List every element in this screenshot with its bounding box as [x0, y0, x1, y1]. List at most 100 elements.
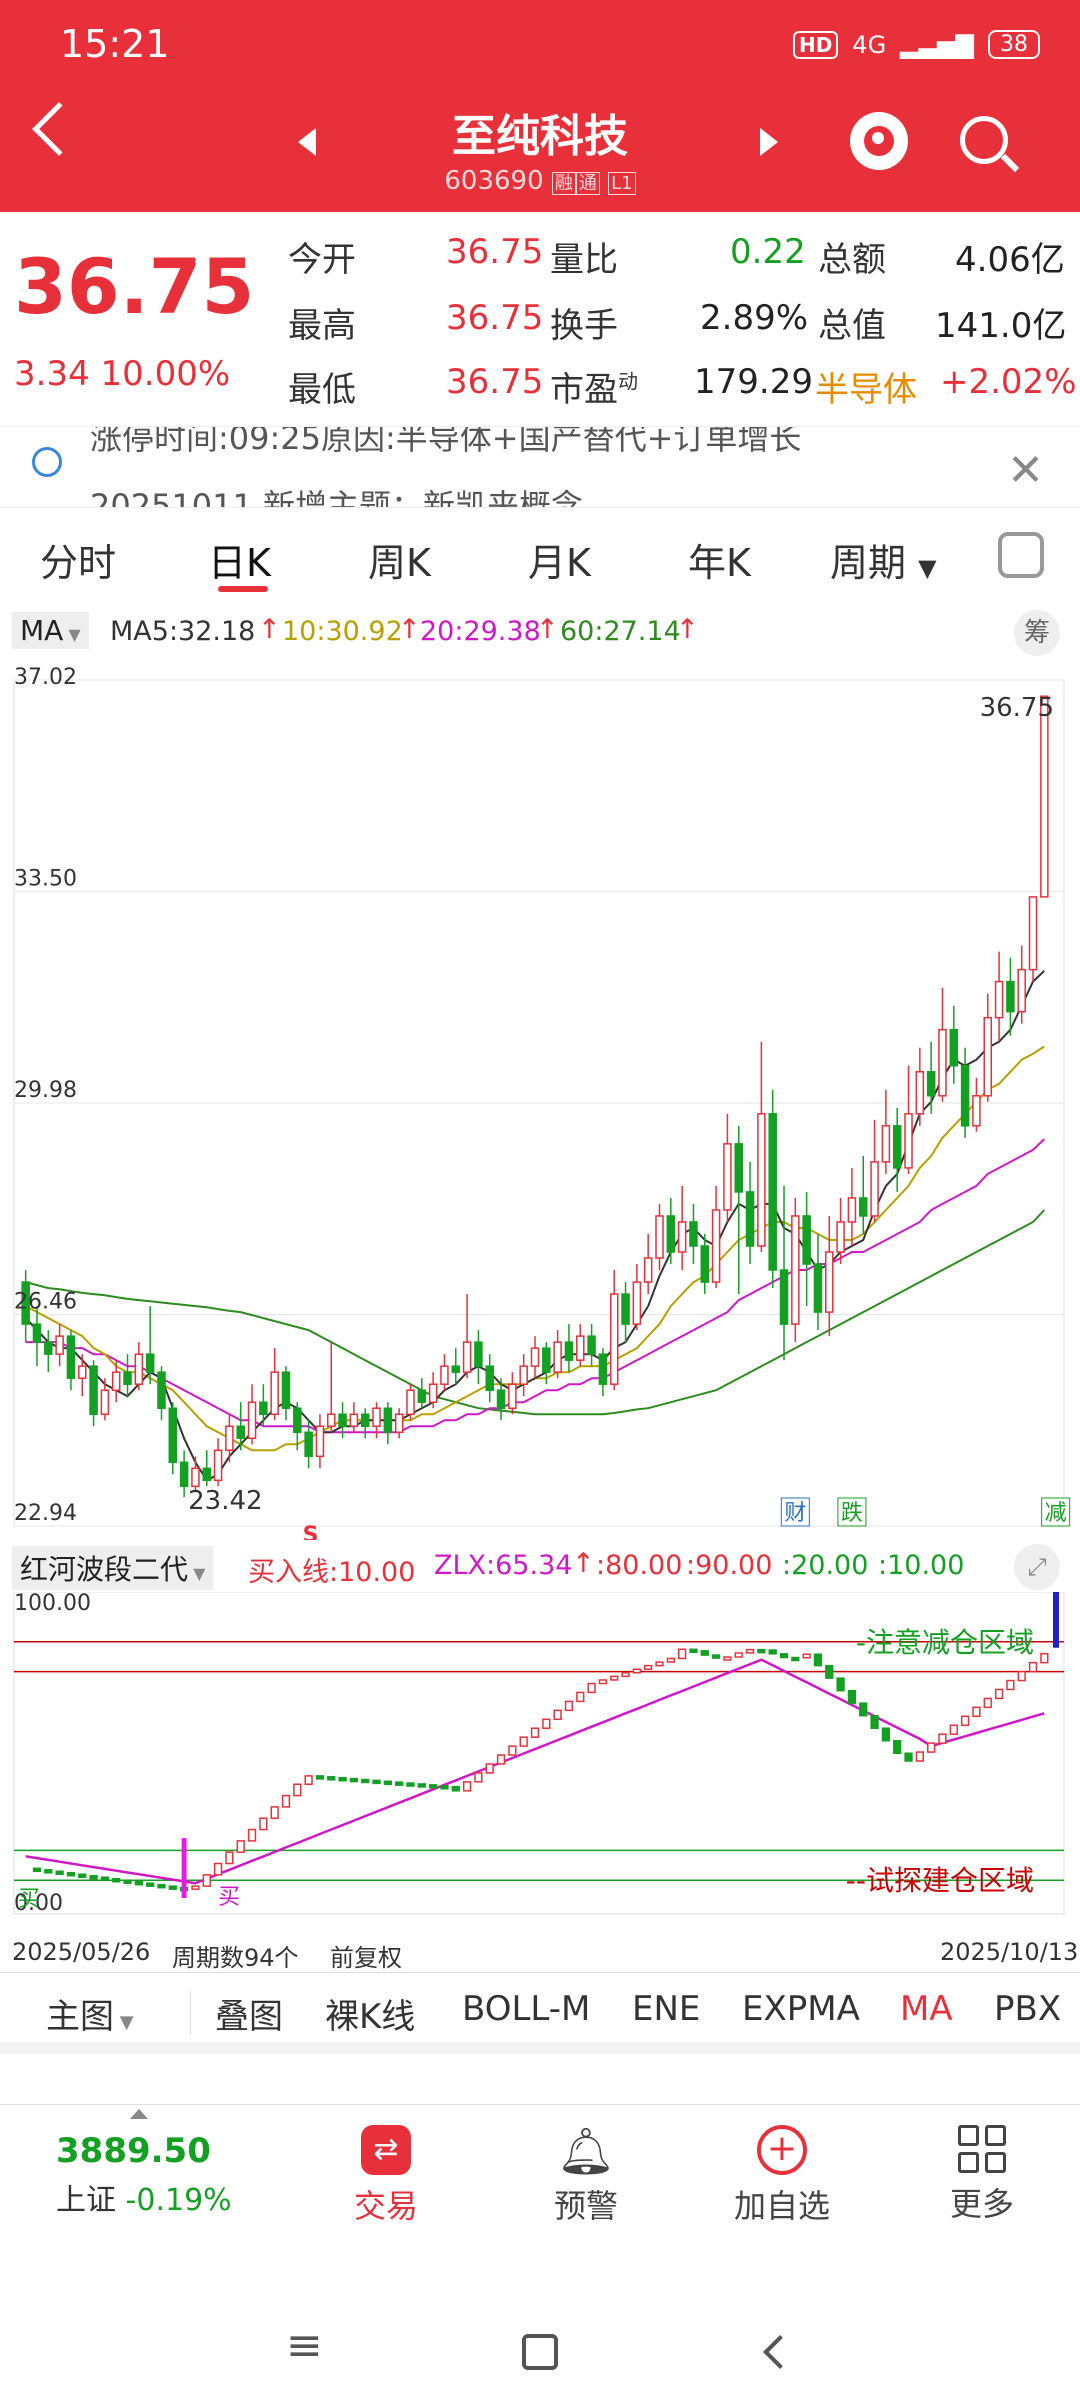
candle-body: [259, 1401, 268, 1415]
reduce-zone-label: -注意减仓区域: [856, 1626, 1034, 1659]
zlx-value: ZLX:65.34: [434, 1550, 573, 1581]
tab-ma[interactable]: MA: [900, 1989, 953, 2029]
tab-main-chart[interactable]: 主图 ▼: [46, 1997, 134, 2037]
tab-daily-k[interactable]: 日K: [208, 541, 271, 585]
candle-body: [44, 1341, 53, 1355]
candle-body: [960, 1064, 970, 1127]
candle-body: [609, 1293, 619, 1385]
wave-bar: [146, 1882, 155, 1887]
wave-bar: [791, 1656, 800, 1662]
wave-bar: [598, 1679, 608, 1685]
candle-body: [111, 1371, 121, 1391]
candle-body: [394, 1413, 404, 1434]
indicator-legend: 红河波段二代 ▼ 买入线:10.00 ZLX:65.34 ↑ :80.00 :9…: [0, 1540, 1080, 1592]
nav-add-label: 加自选: [733, 2187, 830, 2225]
trade-icon: ⇄: [361, 2125, 411, 2175]
candle-body: [496, 1389, 506, 1409]
wave-bar: [734, 1652, 743, 1658]
candle-body: [711, 1209, 721, 1283]
close-icon[interactable]: ✕: [1007, 445, 1044, 496]
probe-zone-label: --试探建仓区域: [846, 1864, 1034, 1897]
bell-icon: 🔔︎: [556, 2124, 616, 2178]
wave-bar: [1006, 1679, 1015, 1691]
tab-bare-k[interactable]: 裸K线: [325, 1997, 416, 2037]
wave-bar: [1017, 1670, 1026, 1682]
home-icon[interactable]: [522, 2334, 558, 2370]
wave-bar: [689, 1648, 698, 1654]
event-marker[interactable]: 跌: [841, 1501, 863, 1526]
ma20-line: [25, 1138, 1045, 1434]
candle-body: [270, 1371, 279, 1415]
nav-alert[interactable]: 🔔︎ 预警: [506, 2125, 666, 2227]
expand-icon[interactable]: ⤢: [1014, 1544, 1060, 1590]
wave-bar: [972, 1706, 981, 1718]
event-marker[interactable]: 减: [1045, 1501, 1067, 1526]
index-value[interactable]: 3889.50: [56, 2131, 211, 2171]
candle-body: [553, 1341, 562, 1373]
low-label: 最低: [288, 370, 356, 410]
candle-body: [247, 1401, 257, 1440]
wave-bar: [134, 1880, 143, 1886]
tab-period[interactable]: 周期 ▼: [830, 541, 937, 585]
wave-bar: [32, 1867, 42, 1873]
wave-bar: [496, 1754, 506, 1765]
candle-body: [734, 1143, 743, 1193]
wave-bar: [576, 1691, 585, 1703]
wave-bar: [519, 1736, 528, 1747]
adjust-mode[interactable]: 前复权: [330, 1944, 402, 1972]
candle-body: [836, 1221, 845, 1253]
candle-body: [576, 1335, 585, 1361]
main-indicator-select[interactable]: MA ▼: [12, 612, 89, 649]
stock-code: 603690: [444, 166, 544, 196]
prev-stock-icon[interactable]: [298, 128, 316, 156]
wave-bar: [485, 1763, 494, 1774]
candle-body: [564, 1341, 574, 1361]
candle-body: [66, 1335, 76, 1379]
index-line[interactable]: 上证 -0.19%: [56, 2183, 232, 2218]
tab-yearly-k[interactable]: 年K: [688, 541, 751, 585]
event-marker[interactable]: 财: [784, 1501, 806, 1526]
tab-monthly-k[interactable]: 月K: [528, 541, 591, 585]
nav-more[interactable]: 更多: [902, 2125, 1062, 2225]
tab-weekly-k[interactable]: 周K: [368, 541, 431, 585]
tab-pbx[interactable]: PBX: [994, 1989, 1062, 2029]
sub-indicator-select[interactable]: 红河波段二代 ▼: [12, 1546, 214, 1590]
next-stock-icon[interactable]: [760, 128, 778, 156]
hd-icon: HD: [792, 30, 839, 59]
candle-body: [779, 1269, 789, 1325]
tab-ene[interactable]: ENE: [632, 1989, 701, 2029]
menu-icon[interactable]: ≡: [286, 2320, 323, 2371]
sector-label[interactable]: 半导体: [815, 370, 917, 410]
tab-overlay[interactable]: 叠图: [215, 1997, 283, 2037]
tab-boll-m[interactable]: BOLL-M: [462, 1989, 591, 2029]
wave-bar: [700, 1650, 709, 1656]
nav-trade[interactable]: ⇄ 交易: [306, 2125, 466, 2227]
wave-bar: [281, 1794, 291, 1808]
candle-body: [338, 1413, 347, 1428]
settings-icon[interactable]: [998, 532, 1044, 578]
kline-chart[interactable]: 37.02 33.50 29.98 26.46 22.94 36.75 23.42 S 财 跌 减: [0, 660, 1080, 1540]
chevron-up-icon[interactable]: [130, 2109, 148, 2119]
wave-bar: [349, 1777, 359, 1783]
badge-margin: 融: [551, 172, 576, 195]
chip-distribution-button[interactable]: 筹: [1014, 610, 1060, 656]
open-label: 今开: [288, 240, 356, 280]
back-nav-icon[interactable]: [763, 2335, 797, 2369]
tab-intraday[interactable]: 分时: [40, 541, 117, 585]
wave-bar: [745, 1648, 755, 1654]
nav-add-watchlist[interactable]: + 加自选: [702, 2125, 862, 2227]
search-icon[interactable]: [960, 116, 1008, 164]
wave-bar: [304, 1775, 313, 1785]
wave-bar: [338, 1776, 347, 1782]
bottom-nav: 3889.50 上证 -0.19% ⇄ 交易 🔔︎ 预警 + 加自选 更多: [0, 2104, 1080, 2254]
turnover-rate-label: 换手: [550, 306, 618, 346]
mascot-icon[interactable]: [850, 112, 908, 170]
wave-bar: [847, 1689, 857, 1704]
news-ticker[interactable]: 涨停时间:09:25原因:半导体+国产替代+订单增长 20251011 新增主题…: [0, 426, 1080, 508]
event-marker-box: [837, 1497, 867, 1527]
tab-expma[interactable]: EXPMA: [742, 1989, 860, 2029]
high-value: 36.75: [446, 298, 544, 338]
candle-body: [643, 1257, 653, 1283]
wave-bar: [723, 1656, 732, 1661]
